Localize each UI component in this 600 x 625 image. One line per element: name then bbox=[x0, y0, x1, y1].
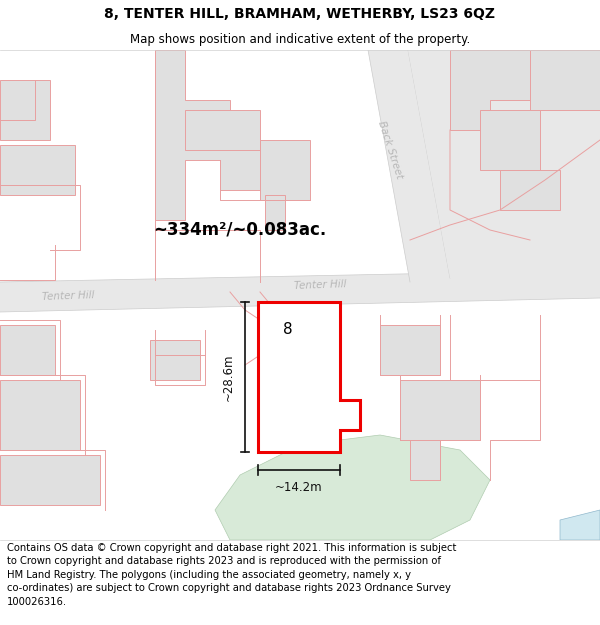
Text: Back Street: Back Street bbox=[376, 120, 404, 180]
Polygon shape bbox=[480, 110, 540, 170]
Polygon shape bbox=[155, 50, 260, 220]
Polygon shape bbox=[0, 80, 50, 140]
Polygon shape bbox=[368, 50, 450, 282]
Polygon shape bbox=[215, 435, 490, 540]
Text: 8: 8 bbox=[283, 322, 293, 338]
Polygon shape bbox=[0, 455, 100, 505]
Polygon shape bbox=[450, 50, 530, 130]
Text: Tenter Hill: Tenter Hill bbox=[41, 290, 94, 302]
Polygon shape bbox=[530, 50, 600, 110]
Polygon shape bbox=[258, 302, 360, 452]
Polygon shape bbox=[500, 170, 560, 210]
Polygon shape bbox=[410, 440, 440, 480]
Polygon shape bbox=[0, 380, 80, 450]
Polygon shape bbox=[260, 140, 310, 200]
Text: ~334m²/~0.083ac.: ~334m²/~0.083ac. bbox=[154, 221, 326, 239]
Text: Map shows position and indicative extent of the property.: Map shows position and indicative extent… bbox=[130, 32, 470, 46]
Polygon shape bbox=[560, 510, 600, 540]
Text: ~14.2m: ~14.2m bbox=[275, 481, 323, 494]
Polygon shape bbox=[0, 325, 55, 375]
Polygon shape bbox=[265, 195, 285, 230]
Polygon shape bbox=[0, 145, 75, 195]
Text: Contains OS data © Crown copyright and database right 2021. This information is : Contains OS data © Crown copyright and d… bbox=[7, 542, 457, 607]
Polygon shape bbox=[368, 50, 600, 278]
Text: ~28.6m: ~28.6m bbox=[221, 353, 235, 401]
Polygon shape bbox=[150, 340, 200, 380]
Polygon shape bbox=[0, 270, 600, 312]
Polygon shape bbox=[380, 325, 440, 375]
Polygon shape bbox=[185, 110, 260, 150]
Text: Tenter Hill: Tenter Hill bbox=[293, 279, 346, 291]
Polygon shape bbox=[400, 380, 480, 440]
Text: 8, TENTER HILL, BRAMHAM, WETHERBY, LS23 6QZ: 8, TENTER HILL, BRAMHAM, WETHERBY, LS23 … bbox=[104, 6, 496, 21]
